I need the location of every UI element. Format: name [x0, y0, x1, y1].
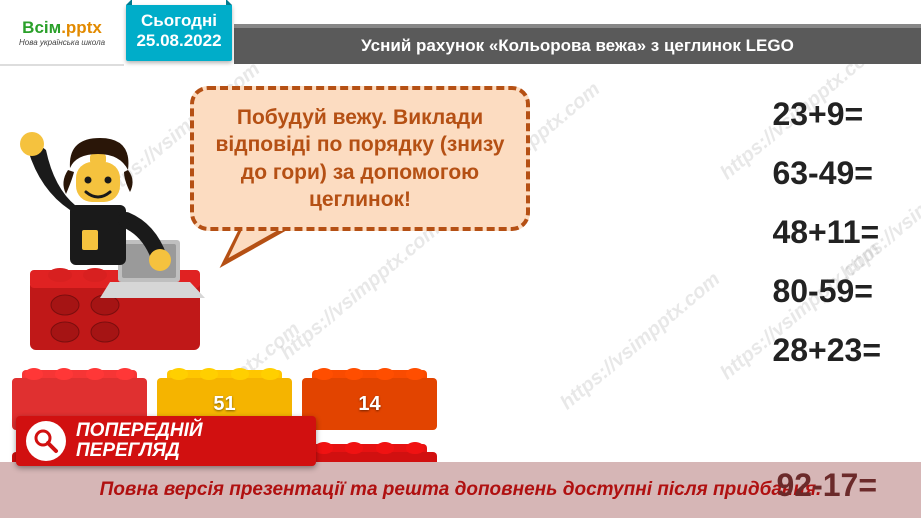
page-title: Усний рахунок «Кольорова вежа» з цеглино…: [234, 24, 921, 64]
preview-banner: ПОПЕРЕДНІЙ ПЕРЕГЛЯД: [16, 416, 316, 466]
lego-figure-illustration: [10, 110, 220, 370]
equation: 80-59=: [772, 273, 881, 310]
speech-bubble: Побудуй вежу. Виклади відповіді по поряд…: [190, 86, 530, 231]
equation: 63-49=: [772, 155, 881, 192]
equation: 48+11=: [772, 214, 881, 251]
logo: Всім.pptx Нова українська школа: [0, 0, 124, 66]
header: Всім.pptx Нова українська школа Сьогодні…: [0, 0, 921, 66]
date-label: Сьогодні: [136, 11, 221, 31]
watermark: https://vsimpptx.com: [276, 218, 445, 365]
logo-text-orange: .pptx: [61, 18, 102, 37]
preview-line2: ПЕРЕГЛЯД: [76, 441, 203, 461]
logo-subtitle: Нова українська школа: [19, 38, 105, 47]
brick-value: 51: [213, 393, 235, 416]
equation-bottom: 92-17=: [776, 467, 877, 504]
preview-line1: ПОПЕРЕДНІЙ: [76, 421, 203, 441]
watermark: https://vsimpptx.com: [556, 268, 725, 415]
equation: 28+23=: [772, 332, 881, 369]
logo-text-green: Всім: [22, 18, 61, 37]
equation: 23+9=: [772, 96, 881, 133]
brick: 14: [302, 378, 437, 430]
equation-list: 23+9= 63-49= 48+11= 80-59= 28+23=: [772, 96, 881, 369]
date-badge: Сьогодні 25.08.2022: [124, 0, 234, 66]
date-value: 25.08.2022: [136, 31, 221, 51]
magnifier-icon: [26, 421, 66, 461]
brick-value: 14: [358, 393, 380, 416]
